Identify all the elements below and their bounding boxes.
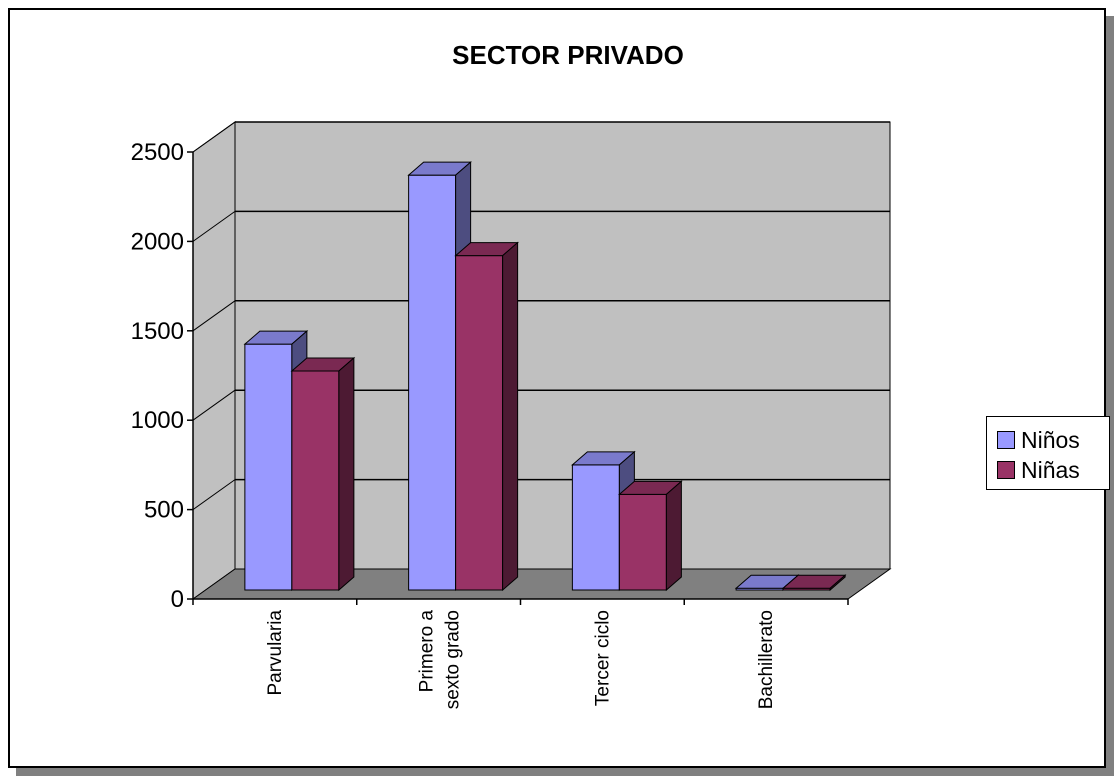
bar-ninas xyxy=(618,493,667,591)
gridline-side xyxy=(192,300,236,332)
y-tick-label: 0 xyxy=(171,586,184,613)
gridline-side xyxy=(192,479,236,511)
legend-swatch-ninas xyxy=(997,461,1015,479)
side-wall xyxy=(192,121,236,600)
x-tick-label: Parvularia xyxy=(265,610,286,696)
bar-ninas xyxy=(291,370,340,591)
y-tick-label: 500 xyxy=(144,497,184,524)
legend-item-ninos: Niños xyxy=(997,427,1080,453)
y-tick-label: 1000 xyxy=(131,407,184,434)
bar-side xyxy=(338,356,355,592)
legend-label-ninos: Niños xyxy=(1021,426,1080,453)
y-tick-label: 2500 xyxy=(131,139,184,166)
bar-ninos xyxy=(244,343,293,591)
x-tick-label: sexto grado xyxy=(443,610,464,709)
legend: Niños Niñas xyxy=(986,416,1110,490)
gridline-side xyxy=(192,210,236,242)
bar-side xyxy=(829,574,846,592)
legend-swatch-ninos xyxy=(997,431,1015,449)
legend-item-ninas: Niñas xyxy=(997,457,1080,483)
bar-ninos xyxy=(571,464,620,591)
x-tick-label: Primero a xyxy=(417,610,438,693)
bar-side xyxy=(502,241,519,592)
x-tick-label: Bachillerato xyxy=(756,610,777,709)
x-tick-label: Tercer ciclo xyxy=(592,610,613,706)
bar-ninas xyxy=(455,255,504,591)
bar-ninos xyxy=(408,174,457,591)
y-tick-label: 1500 xyxy=(131,318,184,345)
gridline-side xyxy=(192,121,236,153)
legend-label-ninas: Niñas xyxy=(1021,456,1080,483)
bar-side xyxy=(665,480,682,592)
gridline-side xyxy=(192,389,236,421)
y-tick-label: 2000 xyxy=(131,228,184,255)
chart-title: SECTOR PRIVADO xyxy=(452,40,684,70)
